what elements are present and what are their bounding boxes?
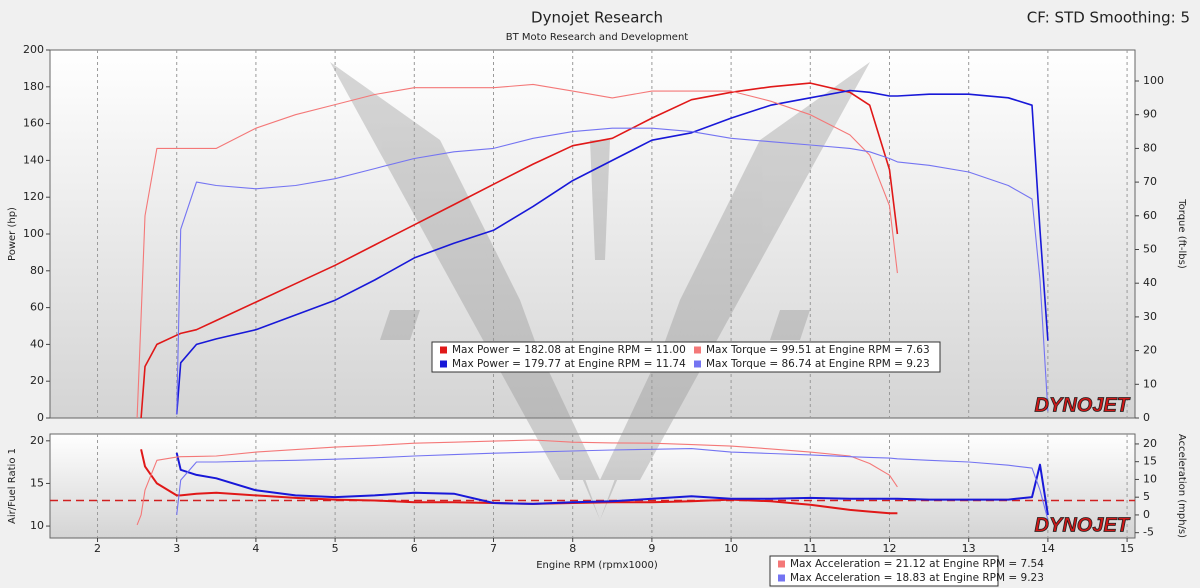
y2-tick-label: 30 (1143, 310, 1157, 323)
y2-tick-label: 60 (1143, 209, 1157, 222)
legend-swatch (694, 346, 701, 354)
y2-tick-label: 90 (1143, 108, 1157, 121)
y-axis-label: Air/Fuel Ratio 1 (7, 448, 18, 524)
x-tick-label: 7 (490, 542, 497, 555)
series-line (140, 449, 898, 515)
x-axis-label: Engine RPM (rpmx1000) (536, 560, 658, 571)
x-tick-label: 9 (648, 542, 655, 555)
y-tick-label: 120 (23, 190, 44, 203)
legend-label: Max Power = 182.08 at Engine RPM = 11.00 (452, 344, 686, 356)
x-tick-label: 13 (962, 542, 976, 555)
legend-box (769, 555, 999, 587)
x-tick-label: 6 (411, 542, 418, 555)
y-tick-label: 20 (30, 374, 44, 387)
y-tick-label: 100 (23, 227, 44, 240)
y2-tick-label: 15 (1143, 455, 1157, 468)
y2-tick-label: 40 (1143, 276, 1157, 289)
legend-swatch (778, 560, 785, 568)
x-tick-label: 11 (803, 542, 817, 555)
y-tick-label: 140 (23, 153, 44, 166)
y2-tick-label: -5 (1143, 526, 1154, 539)
legend-label: Max Power = 179.77 at Engine RPM = 11.74 (452, 358, 686, 370)
y2-tick-label: 100 (1143, 74, 1164, 87)
series-line (175, 452, 1049, 516)
legend-swatch (440, 346, 447, 354)
y-tick-label: 200 (23, 43, 44, 56)
legend-label: Max Acceleration = 18.83 at Engine RPM =… (790, 572, 1044, 584)
y2-tick-label: 10 (1143, 377, 1157, 390)
bottom-plot-area (49, 433, 1136, 539)
x-tick-label: 3 (173, 542, 180, 555)
x-tick-label: 2 (94, 542, 101, 555)
x-tick-label: 12 (882, 542, 896, 555)
y-tick-label: 10 (30, 519, 44, 532)
settings: CF: STD Smoothing: 5 (1027, 9, 1190, 27)
y2-tick-label: 0 (1143, 411, 1150, 424)
y-tick-label: 40 (30, 337, 44, 350)
legend-label: Max Acceleration = 21.12 at Engine RPM =… (790, 558, 1044, 570)
y2-tick-label: 0 (1143, 508, 1150, 521)
legend-label: Max Torque = 99.51 at Engine RPM = 7.63 (706, 344, 930, 356)
x-tick-label: 4 (252, 542, 259, 555)
x-tick-label: 10 (724, 542, 738, 555)
y-tick-label: 20 (30, 434, 44, 447)
series-line (136, 439, 898, 526)
y-tick-label: 15 (30, 476, 44, 489)
y-tick-label: 80 (30, 264, 44, 277)
logo: DYNOJET (1035, 514, 1131, 536)
x-tick-label: 14 (1041, 542, 1055, 555)
y-axis-label: Power (hp) (7, 207, 18, 261)
y2-tick-label: 20 (1143, 344, 1157, 357)
x-tick-label: 15 (1120, 542, 1134, 555)
series-line (140, 82, 899, 419)
x-tick-label: 5 (332, 542, 339, 555)
x-tick-label: 8 (569, 542, 576, 555)
y-tick-label: 0 (37, 411, 44, 424)
logo: DYNOJET (1035, 394, 1131, 416)
y2-tick-label: 20 (1143, 437, 1157, 450)
title: Dynojet Research (531, 9, 663, 27)
y2-tick-label: 70 (1143, 175, 1157, 188)
legend-label: Max Torque = 86.74 at Engine RPM = 9.23 (706, 358, 930, 370)
y-tick-label: 180 (23, 80, 44, 93)
legend-box (431, 341, 941, 373)
series-line (176, 448, 1049, 521)
legend-swatch (440, 360, 447, 368)
y2-axis-label: Acceleration (mph/s) (1176, 434, 1187, 538)
y2-tick-label: 50 (1143, 243, 1157, 256)
legend-swatch (778, 574, 785, 582)
y2-tick-label: 5 (1143, 490, 1150, 503)
legend-swatch (694, 360, 701, 368)
subtitle: BT Moto Research and Development (506, 32, 689, 43)
y2-axis-label: Torque (ft-lbs) (1176, 198, 1187, 269)
series-line (175, 89, 1049, 415)
series-line (176, 127, 1049, 415)
y-tick-label: 60 (30, 301, 44, 314)
y-tick-label: 160 (23, 117, 44, 130)
y2-tick-label: 10 (1143, 472, 1157, 485)
y2-tick-label: 80 (1143, 141, 1157, 154)
series-line (136, 83, 898, 419)
